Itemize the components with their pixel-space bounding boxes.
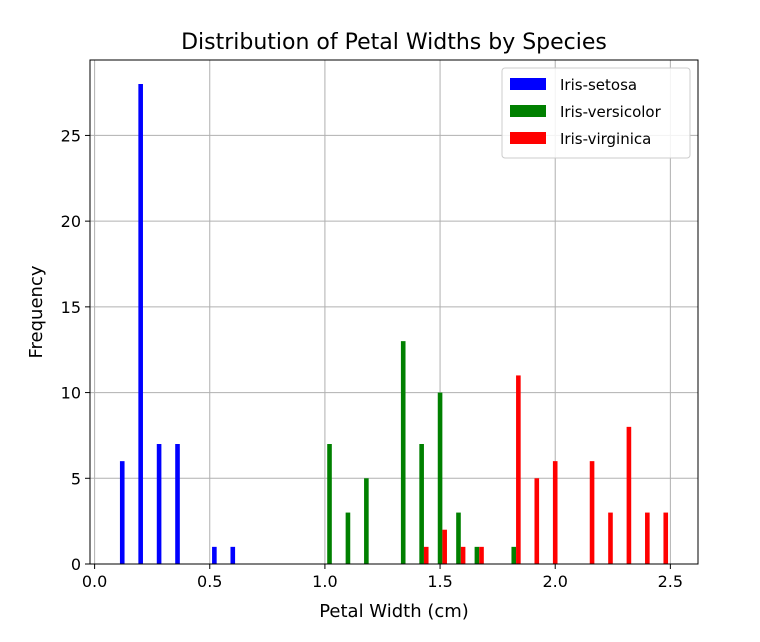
bar bbox=[456, 512, 461, 564]
histogram-bars bbox=[119, 84, 669, 564]
y-axis-label: Frequency bbox=[26, 265, 47, 358]
x-tick-label: 0.5 bbox=[197, 572, 222, 591]
bar bbox=[212, 546, 217, 564]
bar bbox=[511, 546, 517, 564]
bar bbox=[156, 444, 162, 564]
legend: Iris-setosa Iris-versicolor Iris-virginica bbox=[501, 67, 691, 159]
x-tick-label: 0.0 bbox=[82, 572, 107, 591]
x-axis-ticks: 0.0 0.5 1.0 1.5 2.0 2.5 bbox=[82, 564, 683, 591]
bar bbox=[479, 546, 484, 564]
bar bbox=[442, 529, 447, 564]
bar bbox=[138, 84, 143, 564]
bar bbox=[516, 375, 521, 564]
y-tick-label: 10 bbox=[61, 384, 81, 403]
bar bbox=[474, 546, 480, 564]
legend-box bbox=[501, 67, 691, 159]
x-tick-label: 2.5 bbox=[658, 572, 683, 591]
bar bbox=[364, 478, 369, 564]
y-tick-label: 15 bbox=[61, 298, 81, 317]
bar bbox=[534, 478, 540, 564]
bar bbox=[419, 444, 424, 564]
bar bbox=[345, 512, 351, 564]
legend-swatch bbox=[510, 105, 546, 117]
bar bbox=[119, 461, 125, 564]
bar bbox=[400, 341, 406, 564]
bar bbox=[608, 512, 613, 564]
x-tick-label: 2.0 bbox=[542, 572, 567, 591]
y-tick-label: 5 bbox=[71, 469, 81, 488]
legend-label: Iris-virginica bbox=[560, 130, 651, 148]
plot-area-frame bbox=[89, 59, 699, 565]
bar bbox=[663, 512, 669, 564]
bar bbox=[645, 512, 650, 564]
bar bbox=[175, 444, 180, 564]
chart-title: Distribution of Petal Widths by Species bbox=[181, 30, 607, 55]
x-tick-label: 1.0 bbox=[312, 572, 337, 591]
bar bbox=[327, 444, 332, 564]
bar bbox=[552, 461, 558, 564]
bar bbox=[230, 546, 236, 564]
legend-swatch bbox=[510, 132, 546, 144]
y-tick-label: 20 bbox=[61, 212, 81, 231]
bar bbox=[423, 546, 429, 564]
x-axis-label: Petal Width (cm) bbox=[319, 601, 469, 622]
bar bbox=[589, 461, 595, 564]
y-tick-label: 25 bbox=[61, 126, 81, 145]
legend-label: Iris-setosa bbox=[560, 76, 637, 94]
bar bbox=[460, 546, 466, 564]
y-tick-label: 0 bbox=[71, 555, 81, 574]
bar bbox=[626, 426, 632, 564]
grid-lines bbox=[90, 60, 698, 565]
y-axis-ticks: 0 5 10 15 20 25 bbox=[61, 126, 90, 574]
bar bbox=[437, 392, 443, 564]
legend-label: Iris-versicolor bbox=[560, 103, 662, 121]
x-tick-label: 1.5 bbox=[427, 572, 452, 591]
legend-swatch bbox=[510, 78, 546, 90]
